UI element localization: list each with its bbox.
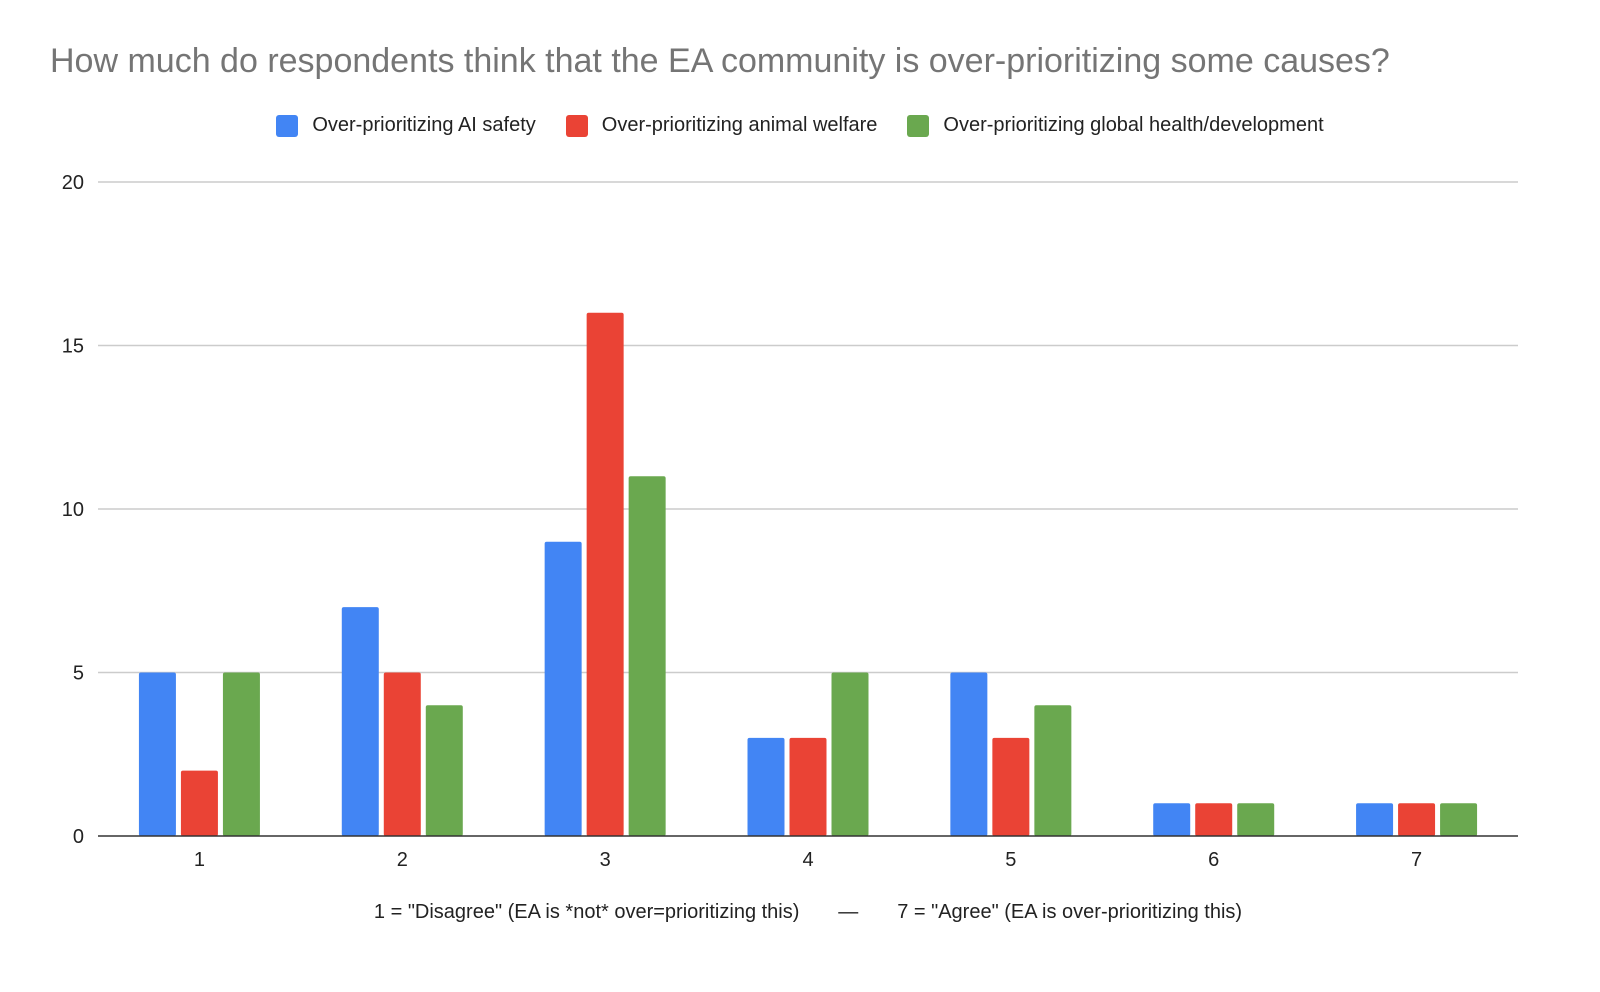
legend-swatch-animal-welfare (565, 114, 588, 137)
legend-label-ai-safety: Over-prioritizing AI safety (312, 114, 536, 136)
bar-series3-cat2 (425, 705, 463, 836)
bar-series2-cat3 (586, 312, 624, 836)
legend-item-global-health[interactable]: Over-prioritizing global health/developm… (907, 114, 1324, 137)
bar-series3-cat5 (1034, 705, 1072, 836)
legend-item-animal-welfare[interactable]: Over-prioritizing animal welfare (565, 114, 878, 137)
x-tick-label-6: 6 (1208, 849, 1219, 871)
bar-series1-cat4 (747, 737, 785, 836)
x-tick-label-7: 7 (1411, 849, 1422, 871)
bar-series1-cat5 (950, 672, 988, 836)
y-tick-label-15: 15 (62, 336, 84, 358)
legend-item-ai-safety[interactable]: Over-prioritizing AI safety (276, 114, 536, 137)
x-tick-label-4: 4 (802, 849, 813, 871)
bar-series1-cat3 (544, 541, 582, 836)
y-tick-label-0: 0 (73, 826, 84, 848)
x-tick-label-3: 3 (600, 849, 611, 871)
bar-series3-cat4 (831, 672, 869, 836)
x-tick-label-2: 2 (397, 849, 408, 871)
bar-series3-cat7 (1440, 803, 1478, 836)
legend-swatch-ai-safety (276, 114, 299, 137)
bar-series2-cat2 (383, 672, 421, 836)
x-axis-label: 1 = "Disagree" (EA is *not* over=priorit… (374, 901, 1242, 923)
bar-series3-cat3 (628, 476, 666, 836)
y-tick-label-5: 5 (73, 663, 84, 685)
x-tick-label-5: 5 (1005, 849, 1016, 871)
legend: Over-prioritizing AI safety Over-priorit… (0, 114, 1600, 137)
bar-series1-cat7 (1356, 803, 1394, 836)
y-tick-label-20: 20 (62, 172, 84, 194)
bar-series2-cat1 (180, 770, 218, 836)
legend-label-global-health: Over-prioritizing global health/developm… (943, 114, 1324, 136)
chart-title: How much do respondents think that the E… (50, 42, 1390, 80)
bar-series1-cat1 (138, 672, 176, 836)
x-tick-label-1: 1 (194, 849, 205, 871)
bar-series2-cat4 (789, 737, 827, 836)
bar-series2-cat6 (1195, 803, 1233, 836)
bar-series2-cat5 (992, 737, 1030, 836)
bar-series3-cat1 (222, 672, 260, 836)
y-tick-label-10: 10 (62, 499, 84, 521)
bar-series2-cat7 (1398, 803, 1436, 836)
bar-series3-cat6 (1237, 803, 1275, 836)
bar-series1-cat6 (1153, 803, 1191, 836)
legend-label-animal-welfare: Over-prioritizing animal welfare (601, 114, 878, 136)
legend-swatch-global-health (907, 114, 930, 137)
bar-series1-cat2 (341, 607, 379, 836)
